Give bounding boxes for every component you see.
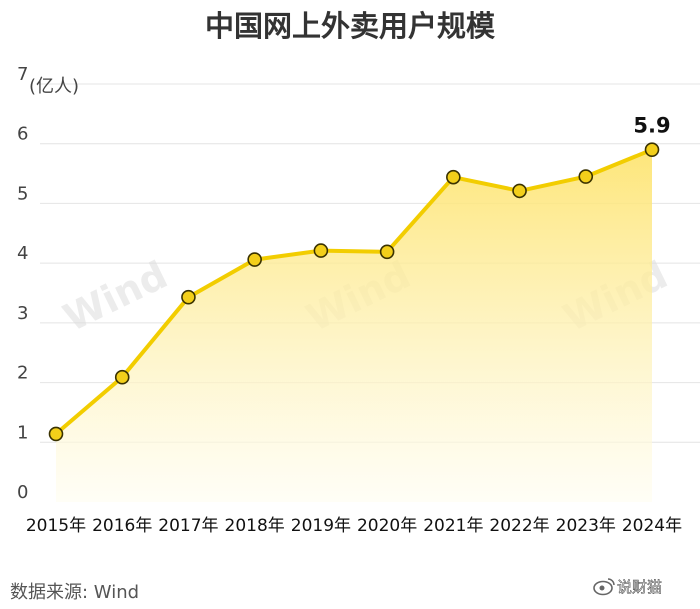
x-tick-2021年: 2021年 [423, 516, 483, 536]
data-point-2022年 [512, 183, 527, 199]
data-point-2023年 [578, 169, 594, 184]
x-tick-2022年: 2022年 [489, 516, 549, 536]
x-tick-2023年: 2023年 [556, 516, 616, 536]
x-tick-2018年: 2018年 [225, 516, 285, 536]
y-tick-6: 6 [17, 124, 28, 145]
x-tick-2015年: 2015年 [26, 516, 86, 536]
x-tick-2019年: 2019年 [291, 516, 351, 536]
data-point-2020年 [379, 244, 395, 260]
data-label-2024年: 5.9 [633, 114, 670, 138]
data-point-2015年 [48, 426, 64, 442]
logo-text: 说财猫 [617, 578, 662, 596]
data-labels: 5.9 [633, 114, 670, 138]
x-tick-2020年: 2020年 [357, 516, 417, 536]
y-axis-ticks: 0 1 2 3 4 5 6 7 [17, 64, 28, 503]
y-axis-unit-label: (亿人) [29, 76, 79, 97]
series-line [54, 147, 654, 436]
data-point-2024年 [644, 142, 660, 157]
chart-title: 中国网上外卖用户规模 [205, 9, 496, 43]
y-tick-3: 3 [17, 303, 28, 324]
weibo-icon [593, 578, 615, 596]
x-tick-2024年: 2024年 [622, 516, 682, 536]
data-point-2018年 [247, 252, 262, 267]
x-axis-ticks: 2015年 2016年 2017年 2018年 2019年 2020年 2021年 2022年… [26, 516, 682, 536]
data-point-2019年 [313, 243, 329, 258]
y-tick-5: 5 [17, 183, 28, 204]
data-point-2021年 [446, 169, 461, 185]
y-tick-7: 7 [17, 64, 28, 85]
source-text: 数据来源: Wind [10, 582, 139, 603]
data-point-2017年 [181, 289, 196, 305]
logo: 说财猫 [593, 578, 662, 596]
x-tick-2017年: 2017年 [158, 516, 218, 536]
watermark-1: Wind [57, 253, 174, 340]
data-markers [48, 142, 660, 442]
y-tick-4: 4 [17, 243, 28, 264]
y-tick-0: 0 [17, 482, 28, 503]
area-fill [56, 149, 652, 502]
y-tick-1: 1 [17, 422, 28, 443]
data-point-2016年 [114, 369, 130, 385]
y-tick-2: 2 [17, 363, 28, 384]
x-tick-2016年: 2016年 [92, 516, 152, 536]
